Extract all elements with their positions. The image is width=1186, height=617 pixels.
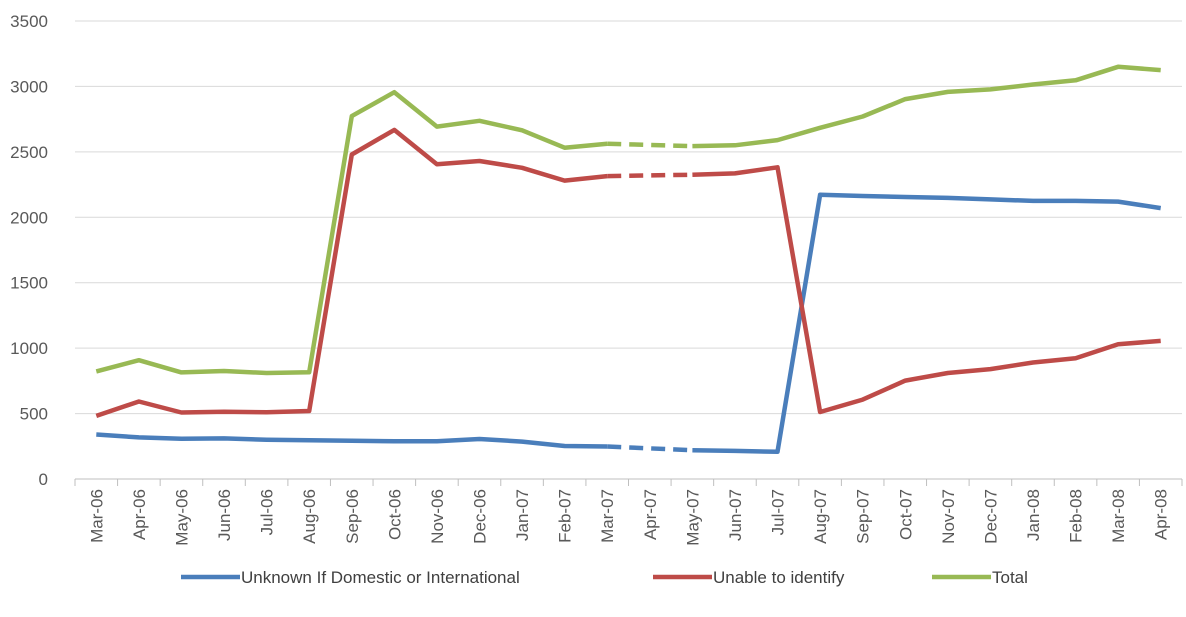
x-tick-label: Nov-06 <box>428 489 447 544</box>
series-line <box>96 432 608 449</box>
x-tick-label: Mar-06 <box>87 489 106 543</box>
x-tick-label: Apr-08 <box>1152 489 1171 540</box>
series-gap-dash <box>607 444 693 453</box>
x-tick-label: Nov-07 <box>939 489 958 544</box>
x-tick-label: Jan-08 <box>1024 489 1043 541</box>
x-tick-label: Aug-06 <box>300 489 319 544</box>
legend-label: Unknown If Domestic or International <box>241 568 520 587</box>
legend-label: Unable to identify <box>713 568 845 587</box>
x-tick-label: Jul-07 <box>769 489 788 535</box>
y-tick-label: 1000 <box>10 339 48 358</box>
x-tick-label: Dec-07 <box>981 489 1000 544</box>
gridlines <box>75 20 1182 415</box>
x-axis <box>74 478 1183 486</box>
legend-label: Total <box>992 568 1028 587</box>
series-gap-dash <box>607 172 693 179</box>
x-tick-label: Sep-06 <box>343 489 362 544</box>
series-line <box>692 64 1161 149</box>
x-tick-label: May-07 <box>683 489 702 546</box>
y-axis-tick-labels: 0 500 1000 1500 2000 2500 3000 3500 <box>10 12 48 489</box>
y-tick-label: 3000 <box>10 77 48 96</box>
x-tick-label: Jan-07 <box>513 489 532 541</box>
series-gap-dash <box>607 141 693 149</box>
x-tick-label: Oct-07 <box>896 489 915 540</box>
x-tick-label: Mar-08 <box>1109 489 1128 543</box>
series-lines <box>95 64 1162 455</box>
legend: Unknown If Domestic or International Unab… <box>181 568 1028 587</box>
x-axis-tick-labels: Mar-06 Apr-06 May-06 Jun-06 Jul-06 Aug-06 Sep-… <box>87 489 1170 546</box>
x-tick-label: Jun-06 <box>215 489 234 541</box>
x-tick-label: May-06 <box>172 489 191 546</box>
x-tick-label: Apr-07 <box>641 489 660 540</box>
x-tick-label: Dec-06 <box>470 489 489 544</box>
series-line <box>692 165 1161 415</box>
series-line <box>95 89 608 376</box>
x-tick-label: Sep-07 <box>854 489 873 544</box>
series-line <box>95 127 608 419</box>
y-tick-label: 0 <box>39 470 48 489</box>
y-tick-label: 1500 <box>10 274 48 293</box>
x-tick-label: Apr-06 <box>130 489 149 540</box>
y-tick-label: 2000 <box>10 208 48 227</box>
x-tick-label: Feb-07 <box>556 489 575 543</box>
x-tick-label: Mar-07 <box>598 489 617 543</box>
y-tick-label: 500 <box>20 405 48 424</box>
x-tick-label: Jul-06 <box>258 489 277 535</box>
x-tick-label: Aug-07 <box>811 489 830 544</box>
x-tick-label: Jun-07 <box>726 489 745 541</box>
x-tick-label: Oct-06 <box>385 489 404 540</box>
y-tick-label: 2500 <box>10 143 48 162</box>
y-tick-label: 3500 <box>10 12 48 31</box>
series-line <box>692 192 1162 455</box>
x-tick-label: Feb-08 <box>1067 489 1086 543</box>
